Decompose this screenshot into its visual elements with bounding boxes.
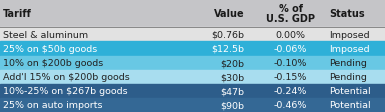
Text: Pending: Pending bbox=[329, 73, 367, 81]
Text: 10% on $200b goods: 10% on $200b goods bbox=[3, 59, 103, 67]
Text: -0.46%: -0.46% bbox=[274, 101, 307, 109]
Text: 0.00%: 0.00% bbox=[276, 31, 306, 39]
Text: Imposed: Imposed bbox=[329, 31, 370, 39]
Text: 25% on auto imports: 25% on auto imports bbox=[3, 101, 102, 109]
Text: Potential: Potential bbox=[329, 101, 371, 109]
Text: Value: Value bbox=[214, 9, 244, 19]
Text: Pending: Pending bbox=[329, 59, 367, 67]
Text: Imposed: Imposed bbox=[329, 45, 370, 53]
Bar bbox=[0, 0, 385, 28]
Bar bbox=[0, 28, 385, 42]
Text: -0.15%: -0.15% bbox=[274, 73, 307, 81]
Text: $20b: $20b bbox=[221, 59, 244, 67]
Text: 25% on $50b goods: 25% on $50b goods bbox=[3, 45, 97, 53]
Text: $12.5b: $12.5b bbox=[211, 45, 244, 53]
Text: 10%-25% on $267b goods: 10%-25% on $267b goods bbox=[3, 87, 128, 95]
Text: U.S. GDP: U.S. GDP bbox=[266, 14, 315, 24]
Bar bbox=[0, 70, 385, 84]
Text: Potential: Potential bbox=[329, 87, 371, 95]
Text: -0.06%: -0.06% bbox=[274, 45, 307, 53]
Text: Status: Status bbox=[329, 9, 365, 19]
Bar bbox=[0, 84, 385, 98]
Text: Add'l 15% on $200b goods: Add'l 15% on $200b goods bbox=[3, 73, 130, 81]
Text: $47b: $47b bbox=[221, 87, 244, 95]
Text: $30b: $30b bbox=[220, 73, 244, 81]
Text: $0.76b: $0.76b bbox=[211, 31, 244, 39]
Bar bbox=[0, 98, 385, 112]
Text: Steel & aluminum: Steel & aluminum bbox=[3, 31, 88, 39]
Bar bbox=[0, 56, 385, 70]
Bar bbox=[0, 42, 385, 56]
Text: % of: % of bbox=[279, 4, 303, 14]
Text: $90b: $90b bbox=[221, 101, 244, 109]
Text: Tariff: Tariff bbox=[3, 9, 32, 19]
Text: -0.10%: -0.10% bbox=[274, 59, 307, 67]
Text: -0.24%: -0.24% bbox=[274, 87, 307, 95]
